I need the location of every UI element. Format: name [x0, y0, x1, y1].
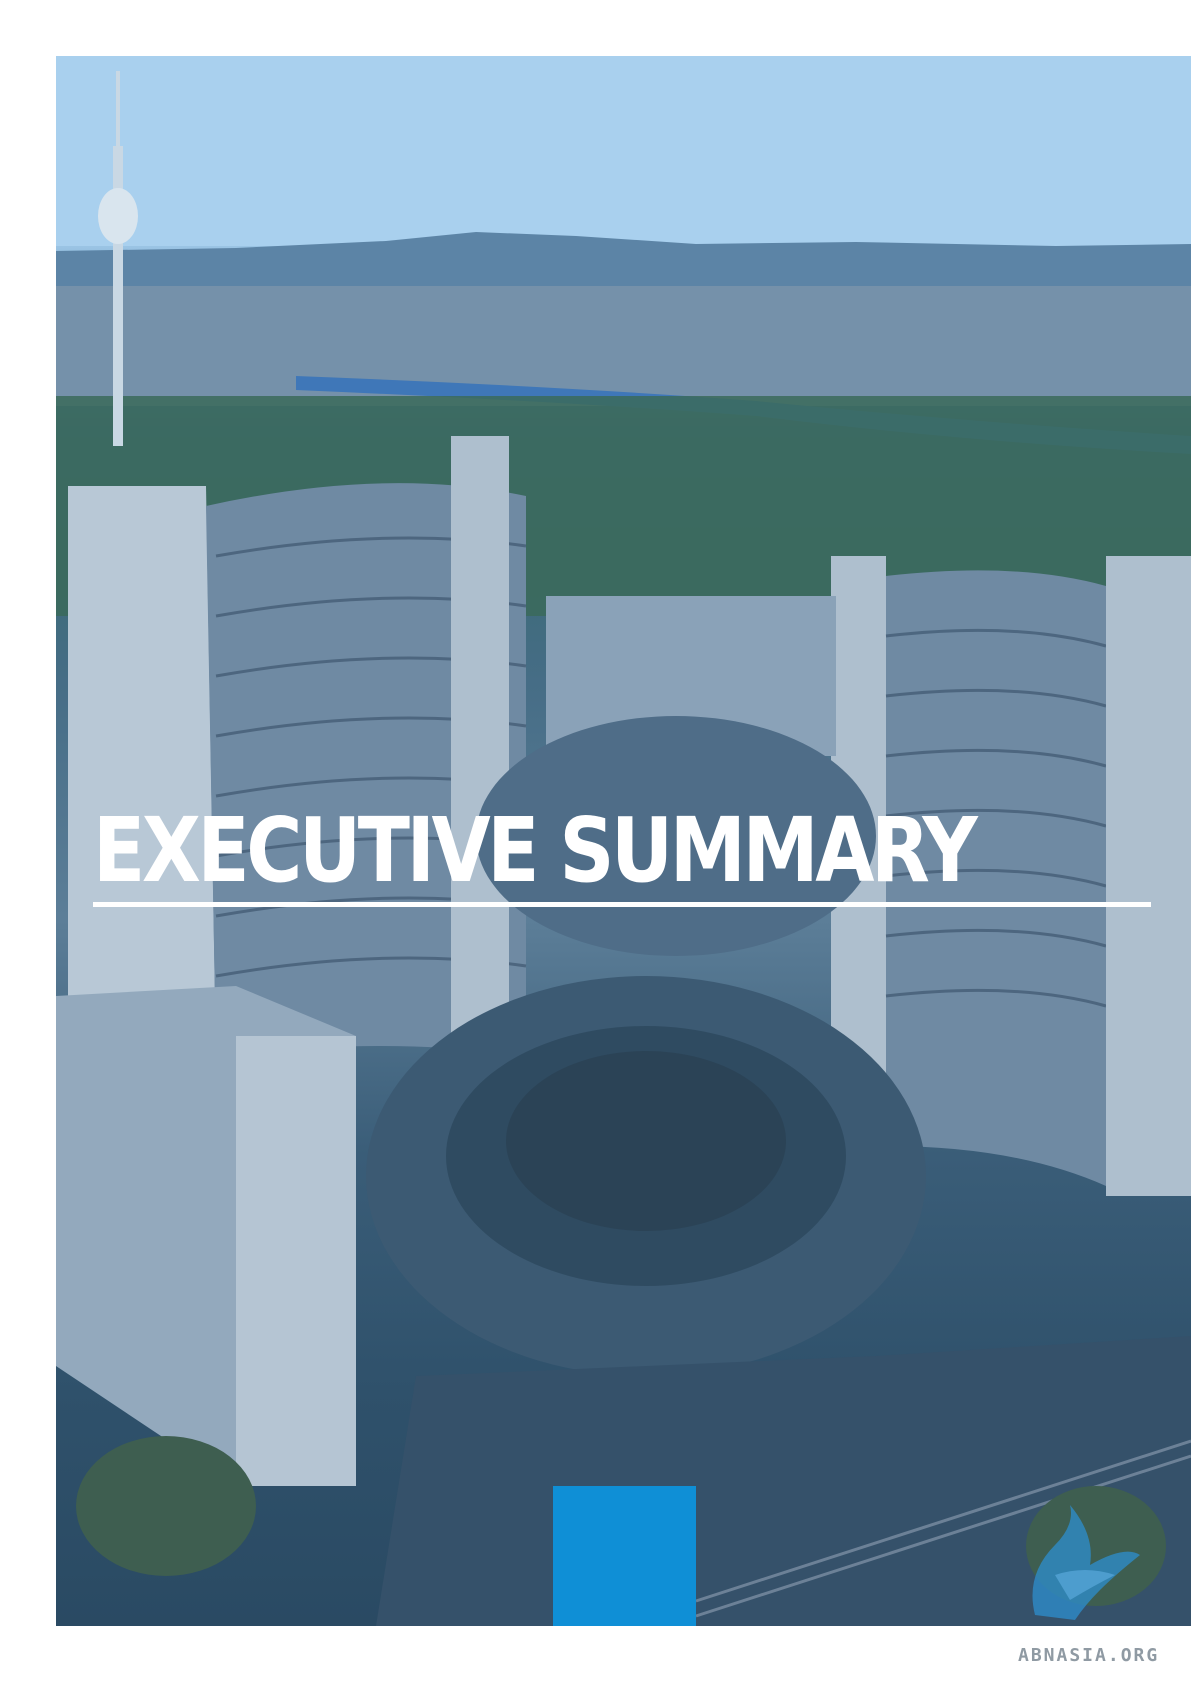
rail-tracks	[695, 1439, 1191, 1618]
sky	[56, 56, 1191, 246]
left-stair-tower	[451, 436, 509, 1056]
right-edge-building	[1106, 556, 1191, 1196]
city-band	[56, 286, 1191, 406]
abnasia-logo-icon	[1032, 1505, 1140, 1620]
cover-photo	[56, 56, 1191, 1626]
left-building	[68, 486, 216, 1056]
right-curved-facade	[886, 570, 1106, 1186]
tv-tower	[113, 146, 123, 446]
lower-left-tower	[236, 1036, 356, 1486]
watermark-text: ABNASIA.ORG	[1018, 1645, 1160, 1666]
accent-block	[553, 1486, 696, 1626]
tv-tower-antenna	[116, 71, 120, 151]
tv-tower-deck	[98, 188, 138, 244]
middle-building	[546, 596, 836, 756]
title-block: EXECUTIVE SUMMARY	[93, 798, 1153, 907]
hills	[56, 232, 1191, 291]
left-curved-facade	[206, 483, 526, 1057]
title-underline	[93, 902, 1151, 907]
trees-bottom-left	[76, 1436, 256, 1576]
page-title: EXECUTIVE SUMMARY	[93, 798, 978, 902]
conference-building	[476, 716, 876, 956]
right-facade-windows	[885, 628, 1107, 1008]
plaza-center	[506, 1051, 786, 1231]
aerial-photo-illustration	[56, 56, 1191, 1626]
